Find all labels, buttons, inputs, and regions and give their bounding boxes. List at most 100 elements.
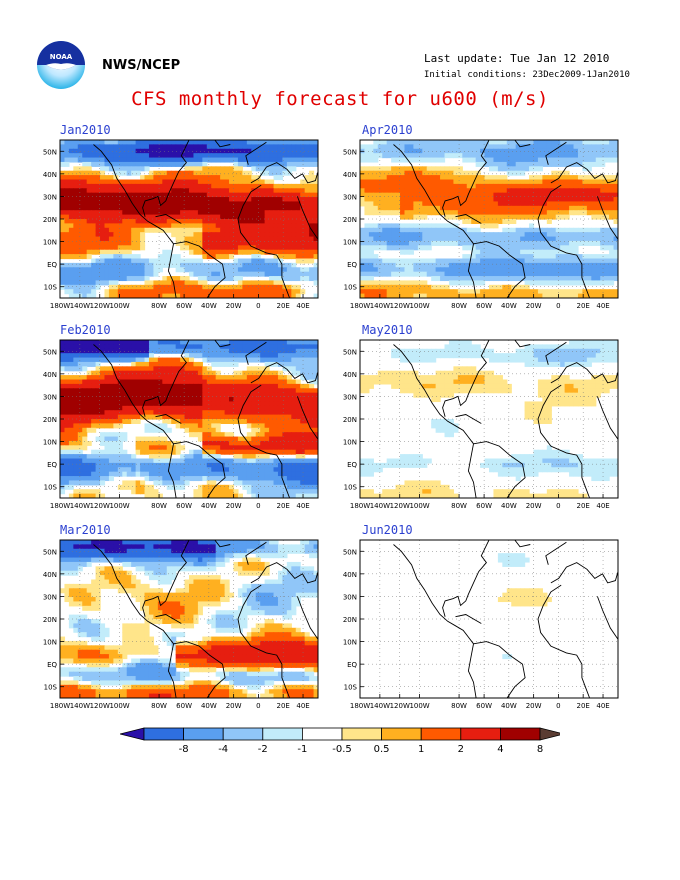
colorbar-label: -8 (179, 744, 189, 755)
lon-label: 60W (476, 702, 492, 710)
lon-label: 20E (576, 502, 589, 510)
lat-label: 50N (43, 548, 57, 556)
lat-label: 30N (43, 193, 57, 201)
svg-text:NOAA: NOAA (50, 53, 73, 61)
map-panel-jun2010: 50N 40N 30N 20N 10N EQ 10S 180W 140W 120W 100W 80W 6… (343, 539, 619, 710)
lat-label: 20N (343, 216, 357, 224)
lon-label: 120W (390, 502, 410, 510)
lon-label: 60W (176, 702, 192, 710)
lon-label: 40E (296, 302, 309, 310)
lon-label: 140W (70, 702, 90, 710)
colorbar-swatch (499, 727, 541, 741)
map-panel-may2010: 50N 40N 30N 20N 10N EQ 10S 180W 140W 120W 100W 80W 6… (343, 339, 619, 510)
lon-label: 40W (201, 702, 217, 710)
lon-label: 40W (201, 302, 217, 310)
colorbar-label: 4 (497, 744, 503, 755)
lon-label: 60W (176, 502, 192, 510)
lon-label: 20E (576, 302, 589, 310)
colorbar-label: -0.5 (332, 744, 352, 755)
colorbar-swatch (381, 727, 422, 741)
lat-label: 10N (343, 239, 357, 247)
lon-label: 20E (276, 502, 289, 510)
lat-label: 10N (43, 439, 57, 447)
map-panel-apr2010: 50N 40N 30N 20N 10N EQ 10S 180W 140W 120W 100W 80W 6… (343, 139, 619, 310)
lat-label: 50N (343, 148, 357, 156)
lon-label: 40W (501, 302, 517, 310)
lat-label: 30N (343, 393, 357, 401)
colorbar-swatch (120, 727, 145, 741)
lon-label: 40W (501, 702, 517, 710)
lat-label: 30N (43, 593, 57, 601)
lon-label: 80W (151, 502, 167, 510)
lon-label: 120W (90, 502, 110, 510)
lon-label: 40E (596, 702, 609, 710)
lon-label: 180W (50, 302, 70, 310)
lon-label: 60W (476, 302, 492, 310)
lon-label: 80W (151, 702, 167, 710)
lat-label: 20N (343, 416, 357, 424)
colorbar-swatch (539, 727, 560, 741)
colorbar-label: 8 (537, 744, 543, 755)
lat-label: 20N (343, 616, 357, 624)
lon-label: 20W (226, 702, 242, 710)
lat-label: 40N (43, 571, 57, 579)
lat-label: 40N (343, 171, 357, 179)
lon-label: 0 (556, 502, 560, 510)
map-panel-feb2010: 50N 40N 30N 20N 10N EQ 10S 180W 140W 120W 100W 80W 6… (43, 339, 319, 510)
lon-label: 80W (451, 702, 467, 710)
lat-label: 30N (43, 393, 57, 401)
lon-label: 80W (151, 302, 167, 310)
map-panel-jan2010: 50N 40N 30N 20N 10N EQ 10S 180W 140W 120W 100W 80W 6… (43, 139, 319, 310)
lon-label: 80W (451, 502, 467, 510)
lat-label: 10S (44, 284, 58, 292)
colorbar-swatch (183, 727, 224, 741)
lon-label: 40E (296, 702, 309, 710)
panel-label-jun2010: Jun2010 (362, 523, 413, 537)
lat-label: 10N (343, 439, 357, 447)
lon-label: 40E (296, 502, 309, 510)
colorbar-swatch (301, 727, 343, 741)
lon-label: 20W (526, 702, 542, 710)
lon-label: 140W (70, 502, 90, 510)
lon-label: 140W (370, 702, 390, 710)
lat-label: 50N (343, 348, 357, 356)
lon-label: 80W (451, 302, 467, 310)
lon-label: 20E (276, 702, 289, 710)
lat-label: 10N (43, 639, 57, 647)
colorbar: -8 -4 -2 -1 -0.5 0.5 1 2 4 8 (120, 727, 560, 755)
lon-label: 140W (370, 302, 390, 310)
lat-label: 10S (44, 684, 58, 692)
colorbar-swatch (143, 727, 184, 741)
lon-label: 100W (409, 702, 429, 710)
colorbar-label: 0.5 (374, 744, 390, 755)
page-title: CFS monthly forecast for u600 (m/s) (131, 88, 549, 110)
lon-label: 0 (556, 302, 560, 310)
lon-label: 100W (109, 302, 129, 310)
lat-label: EQ (47, 261, 57, 269)
panel-label-mar2010: Mar2010 (60, 523, 111, 537)
lon-label: 40W (501, 502, 517, 510)
colorbar-swatch (341, 727, 382, 741)
colorbar-label: -1 (297, 744, 307, 755)
lon-label: 20W (226, 502, 242, 510)
lon-label: 180W (50, 702, 70, 710)
lon-label: 120W (390, 302, 410, 310)
lon-label: 60W (476, 502, 492, 510)
initial-conditions-text: Initial conditions: 23Dec2009-1Jan2010 (424, 70, 630, 80)
lon-label: 40W (201, 502, 217, 510)
lon-label: 120W (90, 302, 110, 310)
lat-label: 10N (343, 639, 357, 647)
panel-label-jan2010: Jan2010 (60, 123, 111, 137)
lon-label: 180W (350, 702, 370, 710)
panel-label-apr2010: Apr2010 (362, 123, 413, 137)
lat-label: EQ (347, 461, 357, 469)
lon-label: 0 (556, 702, 560, 710)
lon-label: 100W (409, 302, 429, 310)
lat-label: 30N (343, 193, 357, 201)
lon-label: 180W (50, 502, 70, 510)
lon-label: 120W (90, 702, 110, 710)
org-name: NWS/NCEP (102, 58, 181, 73)
lat-label: 50N (43, 148, 57, 156)
lon-label: 120W (390, 702, 410, 710)
lat-label: 10S (344, 284, 358, 292)
